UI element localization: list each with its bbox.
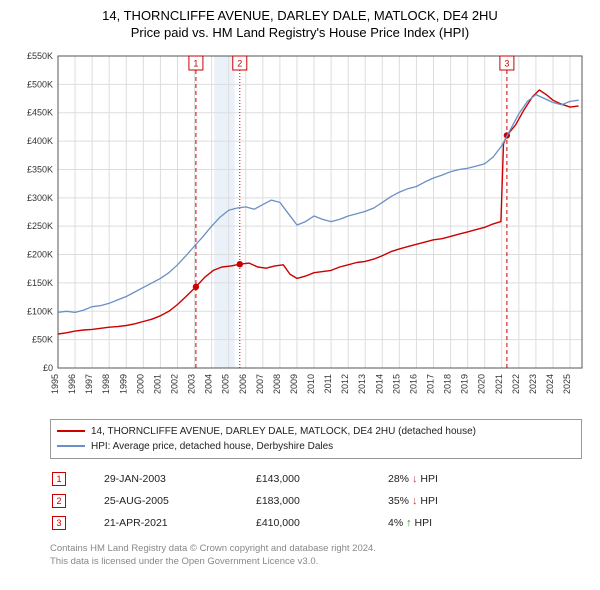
marker-date: 25-AUG-2005 xyxy=(104,491,254,511)
svg-text:2009: 2009 xyxy=(289,374,299,394)
title-line1: 14, THORNCLIFFE AVENUE, DARLEY DALE, MAT… xyxy=(10,8,590,25)
svg-text:£150K: £150K xyxy=(27,278,53,288)
svg-text:3: 3 xyxy=(504,58,509,68)
svg-text:£550K: £550K xyxy=(27,51,53,61)
svg-text:2001: 2001 xyxy=(152,374,162,394)
chart-area: £0 £50K £100K £150K £200K £250K £300K £350K £400… xyxy=(10,48,590,413)
chart-title: 14, THORNCLIFFE AVENUE, DARLEY DALE, MAT… xyxy=(10,8,590,42)
marker-delta: 28% ↓ HPI xyxy=(388,469,438,489)
marker-date: 21-APR-2021 xyxy=(104,513,254,533)
svg-text:1996: 1996 xyxy=(67,374,77,394)
svg-text:2024: 2024 xyxy=(545,374,555,394)
legend-row: 14, THORNCLIFFE AVENUE, DARLEY DALE, MAT… xyxy=(57,424,575,439)
markers-table: 1 29-JAN-2003£143,00028% ↓ HPI 2 25-AUG-200… xyxy=(50,467,440,535)
legend-swatch xyxy=(57,445,85,447)
svg-text:2019: 2019 xyxy=(460,374,470,394)
marker-date: 29-JAN-2003 xyxy=(104,469,254,489)
svg-text:1997: 1997 xyxy=(84,374,94,394)
legend: 14, THORNCLIFFE AVENUE, DARLEY DALE, MAT… xyxy=(50,419,582,459)
svg-text:£100K: £100K xyxy=(27,306,53,316)
svg-text:£50K: £50K xyxy=(32,334,53,344)
marker-delta: 4% ↑ HPI xyxy=(388,513,438,533)
footer-line: Contains HM Land Registry data © Crown c… xyxy=(50,543,582,556)
marker-row: 1 29-JAN-2003£143,00028% ↓ HPI xyxy=(52,469,438,489)
svg-text:2023: 2023 xyxy=(528,374,538,394)
svg-text:1995: 1995 xyxy=(50,374,60,394)
marker-row: 3 21-APR-2021£410,0004% ↑ HPI xyxy=(52,513,438,533)
legend-label: 14, THORNCLIFFE AVENUE, DARLEY DALE, MAT… xyxy=(91,424,476,439)
svg-text:1: 1 xyxy=(193,58,198,68)
svg-text:2011: 2011 xyxy=(323,374,333,393)
svg-text:£0: £0 xyxy=(43,363,53,373)
svg-text:£250K: £250K xyxy=(27,221,53,231)
svg-text:2000: 2000 xyxy=(135,374,145,394)
delta-arrow-icon: ↑ xyxy=(406,517,412,529)
svg-text:2020: 2020 xyxy=(477,374,487,394)
svg-text:2013: 2013 xyxy=(357,374,367,394)
svg-text:2014: 2014 xyxy=(374,374,384,394)
svg-text:2025: 2025 xyxy=(562,374,572,394)
svg-text:2018: 2018 xyxy=(443,374,453,394)
svg-text:2005: 2005 xyxy=(221,374,231,394)
svg-text:2017: 2017 xyxy=(426,374,436,394)
legend-swatch xyxy=(57,430,85,432)
svg-text:2007: 2007 xyxy=(255,374,265,394)
svg-text:2006: 2006 xyxy=(238,374,248,394)
marker-badge: 1 xyxy=(52,472,66,486)
marker-price: £410,000 xyxy=(256,513,386,533)
svg-text:2: 2 xyxy=(237,58,242,68)
svg-text:£300K: £300K xyxy=(27,193,53,203)
svg-text:2004: 2004 xyxy=(204,374,214,394)
svg-text:1999: 1999 xyxy=(118,374,128,394)
svg-text:1998: 1998 xyxy=(101,374,111,394)
svg-text:2003: 2003 xyxy=(187,374,197,394)
svg-text:2022: 2022 xyxy=(511,374,521,394)
marker-delta: 35% ↓ HPI xyxy=(388,491,438,511)
marker-price: £183,000 xyxy=(256,491,386,511)
svg-text:2021: 2021 xyxy=(494,374,504,394)
marker-badge: 3 xyxy=(52,516,66,530)
chart-svg: £0 £50K £100K £150K £200K £250K £300K £350K £400… xyxy=(10,48,590,408)
svg-text:2015: 2015 xyxy=(391,374,401,394)
svg-text:£200K: £200K xyxy=(27,249,53,259)
title-line2: Price paid vs. HM Land Registry's House … xyxy=(10,25,590,42)
legend-row: HPI: Average price, detached house, Derb… xyxy=(57,439,575,454)
legend-label: HPI: Average price, detached house, Derb… xyxy=(91,439,333,454)
svg-text:£500K: £500K xyxy=(27,79,53,89)
footer-line: This data is licensed under the Open Gov… xyxy=(50,556,582,569)
svg-text:2008: 2008 xyxy=(272,374,282,394)
svg-text:2002: 2002 xyxy=(169,374,179,394)
marker-badge: 2 xyxy=(52,494,66,508)
marker-price: £143,000 xyxy=(256,469,386,489)
svg-text:2016: 2016 xyxy=(408,374,418,394)
svg-text:£400K: £400K xyxy=(27,136,53,146)
delta-arrow-icon: ↓ xyxy=(412,495,418,507)
delta-arrow-icon: ↓ xyxy=(412,473,418,485)
svg-text:£350K: £350K xyxy=(27,164,53,174)
marker-row: 2 25-AUG-2005£183,00035% ↓ HPI xyxy=(52,491,438,511)
svg-text:£450K: £450K xyxy=(27,108,53,118)
svg-text:2010: 2010 xyxy=(306,374,316,394)
footer-attribution: Contains HM Land Registry data © Crown c… xyxy=(50,543,582,569)
svg-text:2012: 2012 xyxy=(340,374,350,394)
